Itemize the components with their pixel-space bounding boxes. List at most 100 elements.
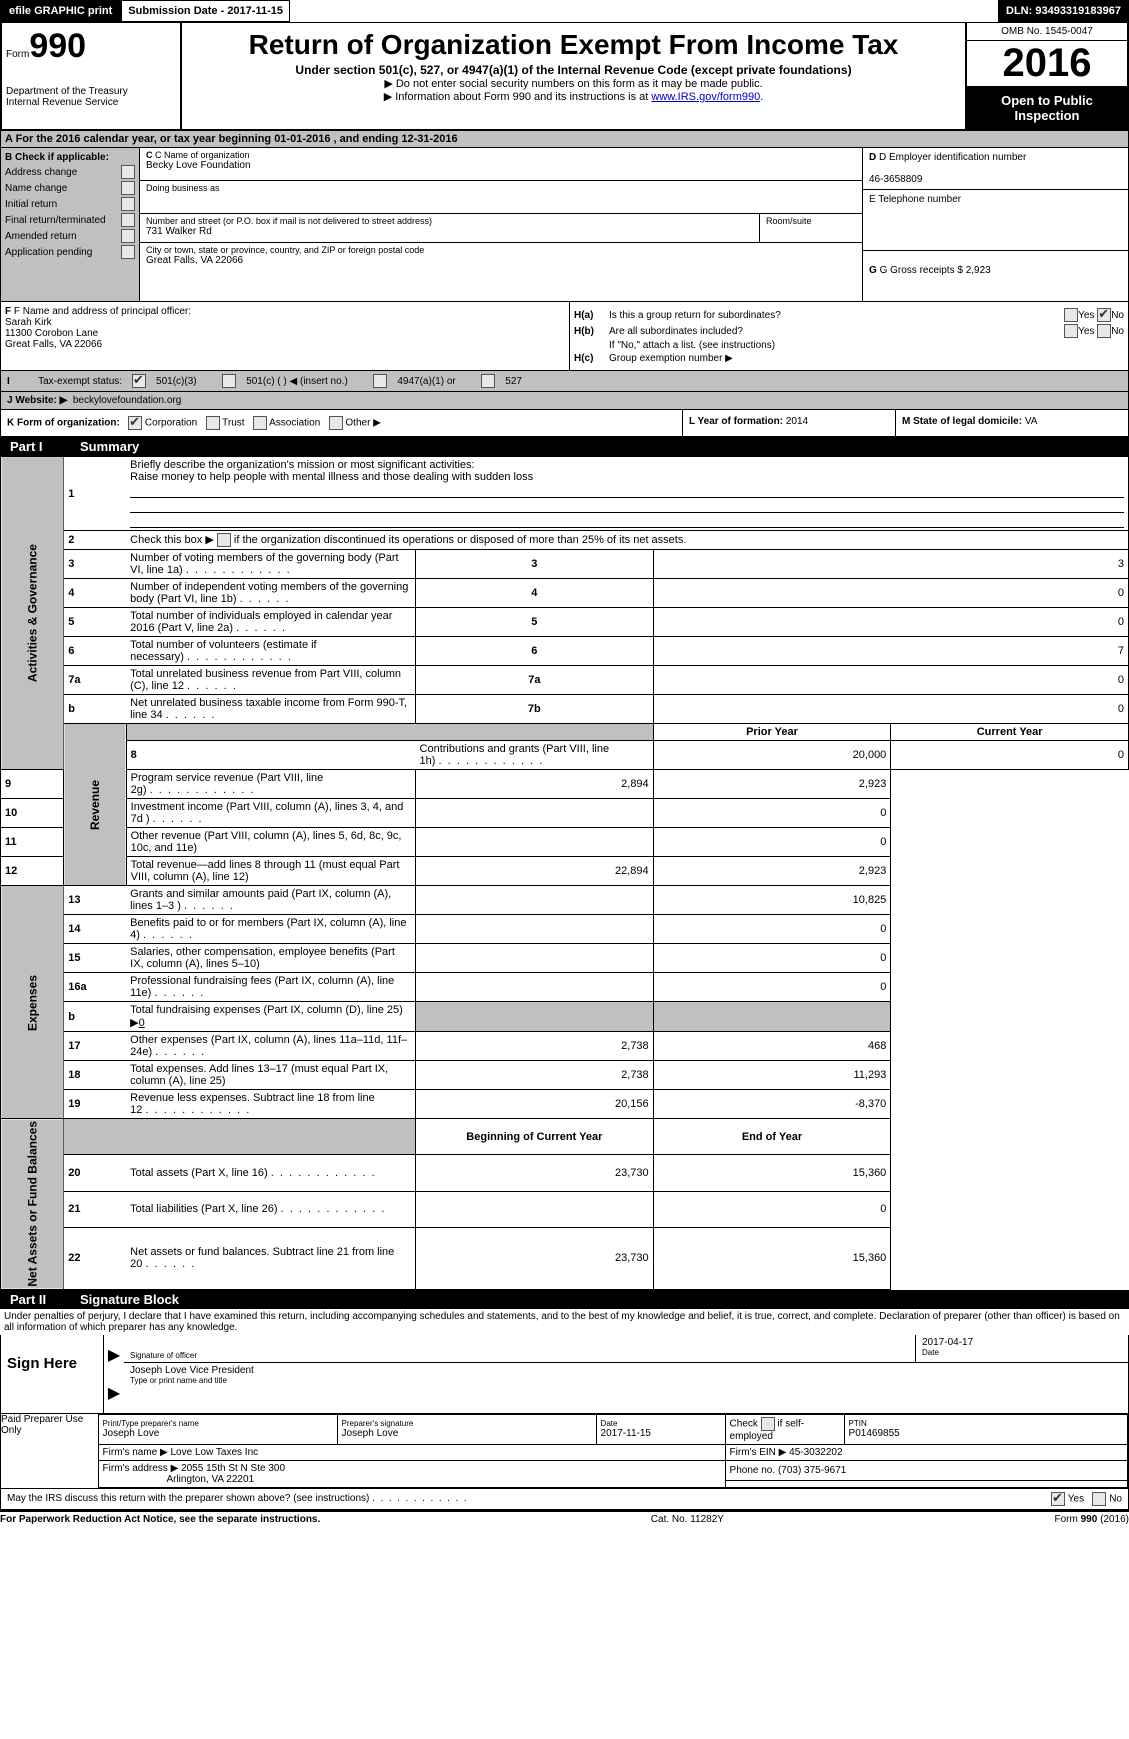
footer-right: Form 990 (2016) — [1055, 1514, 1129, 1525]
yes-label: Yes — [1068, 1493, 1084, 1504]
hb-note: If "No," attach a list. (see instruction… — [609, 340, 775, 351]
line18-desc: Total expenses. Add lines 13–17 (must eq… — [126, 1061, 415, 1090]
gross-receipts-value: 2,923 — [966, 265, 991, 276]
form-subtitle2: ▶ Do not enter social security numbers o… — [186, 77, 961, 90]
line11-desc: Other revenue (Part VIII, column (A), li… — [126, 828, 415, 857]
discuss-yes[interactable] — [1051, 1492, 1065, 1506]
line16b-desc: Total fundraising expenses (Part IX, col… — [126, 1002, 415, 1032]
self-employed-cell: Check if self-employed — [725, 1414, 844, 1444]
line13-desc: Grants and similar amounts paid (Part IX… — [126, 886, 415, 915]
chk-trust[interactable] — [206, 416, 220, 430]
no-label: No — [1109, 1493, 1122, 1504]
line20-end: 15,360 — [653, 1155, 891, 1191]
paid-preparer-label: Paid Preparer Use Only — [1, 1414, 98, 1488]
row-m-label: M State of legal domicile: — [902, 416, 1022, 427]
chk-assoc[interactable] — [253, 416, 267, 430]
line16a-prior — [416, 973, 654, 1002]
prep-sig: Joseph Love — [342, 1428, 399, 1439]
checkbox-no[interactable] — [1097, 308, 1111, 322]
part2-header: Part IISignature Block — [0, 1290, 1129, 1309]
officer-addr1: 11300 Corobon Lane — [5, 328, 98, 339]
open-inspection: Open to Public Inspection — [967, 87, 1127, 129]
hdr-end: End of Year — [653, 1119, 891, 1155]
line10-prior — [416, 799, 654, 828]
line10-curr: 0 — [653, 799, 891, 828]
checkbox[interactable] — [217, 533, 231, 547]
checkbox[interactable] — [121, 213, 135, 227]
omb-number: OMB No. 1545-0047 — [967, 23, 1127, 41]
line7b-val: 0 — [653, 695, 1128, 724]
line6-desc: Total number of volunteers (estimate if … — [126, 637, 415, 666]
discuss-no[interactable] — [1092, 1492, 1106, 1506]
no-label: No — [1111, 310, 1124, 321]
chk-other[interactable] — [329, 416, 343, 430]
chk-527[interactable] — [481, 374, 495, 388]
line11-prior — [416, 828, 654, 857]
dept-treasury: Department of the Treasury — [6, 86, 176, 97]
line21-end: 0 — [653, 1191, 891, 1227]
line3-desc: Number of voting members of the governin… — [126, 550, 415, 579]
line14-prior — [416, 915, 654, 944]
hdr-beginning: Beginning of Current Year — [416, 1119, 654, 1155]
form-header: Form990 Department of the Treasury Inter… — [0, 22, 1129, 131]
chk-4947[interactable] — [373, 374, 387, 388]
irs-form-link[interactable]: www.IRS.gov/form990 — [651, 91, 760, 103]
checkbox-yes[interactable] — [1064, 324, 1078, 338]
form-title: Return of Organization Exempt From Incom… — [186, 29, 961, 61]
tax-year: 2016 — [967, 41, 1127, 87]
chk-corp[interactable] — [128, 416, 142, 430]
ein-value: 46-3658809 — [869, 174, 922, 185]
checkbox[interactable] — [761, 1417, 775, 1431]
footer-left: For Paperwork Reduction Act Notice, see … — [0, 1514, 320, 1525]
side-expenses: Expenses — [1, 886, 64, 1119]
yes-label: Yes — [1078, 326, 1094, 337]
line13-curr: 10,825 — [653, 886, 891, 915]
dba-label: Doing business as — [146, 183, 856, 193]
checkbox-yes[interactable] — [1064, 308, 1078, 322]
line1-label: Briefly describe the organization's miss… — [130, 459, 474, 471]
line5-val: 0 — [653, 608, 1128, 637]
year-formation: 2014 — [786, 416, 808, 427]
line21-desc: Total liabilities (Part X, line 26) — [126, 1191, 415, 1227]
line20-desc: Total assets (Part X, line 16) — [126, 1155, 415, 1191]
addr-label: Number and street (or P.O. box if mail i… — [146, 216, 753, 226]
chk-501c3[interactable] — [132, 374, 146, 388]
chk-final-return: Final return/terminated — [5, 215, 106, 226]
form-number: 990 — [29, 27, 86, 65]
line15-desc: Salaries, other compensation, employee b… — [126, 944, 415, 973]
checkbox[interactable] — [121, 245, 135, 259]
line16a-desc: Professional fundraising fees (Part IX, … — [126, 973, 415, 1002]
chk-amended-return: Amended return — [5, 231, 77, 242]
sig-date: 2017-04-17 — [922, 1337, 973, 1348]
ha-label: Is this a group return for subordinates? — [609, 310, 1064, 321]
org-name: Becky Love Foundation — [146, 160, 251, 171]
checkbox-no[interactable] — [1097, 324, 1111, 338]
yes-label: Yes — [1078, 310, 1094, 321]
checkbox[interactable] — [121, 229, 135, 243]
gross-receipts-label: G Gross receipts $ — [880, 265, 963, 276]
line14-desc: Benefits paid to or for members (Part IX… — [126, 915, 415, 944]
line2: Check this box ▶ if the organization dis… — [126, 531, 1128, 550]
chk-initial-return: Initial return — [5, 199, 57, 210]
side-activities: Activities & Governance — [1, 457, 64, 770]
ein-label: D Employer identification number — [879, 152, 1026, 163]
checkbox[interactable] — [121, 165, 135, 179]
line7b-desc: Net unrelated business taxable income fr… — [126, 695, 415, 724]
line22-desc: Net assets or fund balances. Subtract li… — [126, 1227, 415, 1289]
line9-desc: Program service revenue (Part VIII, line… — [126, 770, 415, 799]
chk-501c[interactable] — [222, 374, 236, 388]
firm-city: Arlington, VA 22201 — [166, 1474, 254, 1485]
officer-print-name: Joseph Love Vice President — [130, 1365, 254, 1376]
hdr-prior: Prior Year — [653, 724, 891, 741]
line22-end: 15,360 — [653, 1227, 891, 1289]
addr-value: 731 Walker Rd — [146, 226, 212, 237]
checkbox[interactable] — [121, 197, 135, 211]
efile-print-button[interactable]: efile GRAPHIC print — [0, 0, 121, 22]
checkbox[interactable] — [121, 181, 135, 195]
line5-desc: Total number of individuals employed in … — [126, 608, 415, 637]
row-a-period: A For the 2016 calendar year, or tax yea… — [0, 131, 1129, 148]
dln-label: DLN: 93493319183967 — [998, 0, 1129, 22]
phone-label: E Telephone number — [869, 194, 961, 205]
firm-addr: 2055 15th St N Ste 300 — [181, 1463, 285, 1474]
website-value: beckylovefoundation.org — [73, 395, 181, 406]
